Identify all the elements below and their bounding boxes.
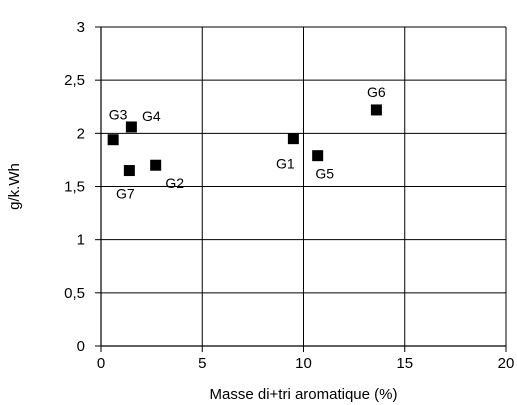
- y-tick-label: 3: [77, 19, 85, 36]
- x-tick-label: 0: [97, 355, 105, 372]
- data-point-g7: [123, 165, 135, 177]
- y-tick-label: 2: [77, 125, 85, 142]
- point-label-g6: G6: [367, 84, 386, 100]
- x-tick-label: 15: [396, 355, 413, 372]
- data-point-g5: [312, 150, 324, 162]
- y-tick-label: 1,5: [64, 179, 85, 196]
- point-label-g7: G7: [116, 186, 135, 202]
- y-tick-label: 1: [77, 232, 85, 249]
- point-labels: G1 G2 G3 G4 G5 G6 G7: [109, 84, 386, 202]
- point-label-g1: G1: [276, 156, 295, 172]
- point-label-g2: G2: [165, 175, 184, 191]
- point-label-g5: G5: [315, 166, 334, 182]
- x-tick-label: 20: [498, 355, 515, 372]
- point-label-g3: G3: [109, 107, 128, 123]
- point-label-g4: G4: [142, 108, 161, 124]
- data-points: [107, 104, 382, 177]
- data-point-g2: [150, 159, 162, 171]
- x-axis-title: Masse di+tri aromatique (%): [210, 386, 398, 403]
- data-point-g1: [287, 133, 299, 145]
- tick-labels: 0 0,5 1 1,5 2 2,5 3 0 5 10 15 20: [64, 19, 514, 372]
- x-tick-label: 5: [198, 355, 206, 372]
- axes: [95, 26, 507, 352]
- x-tick-label: 10: [295, 355, 312, 372]
- y-tick-label: 0: [77, 338, 85, 355]
- y-axis-title: g/k.Wh: [6, 163, 23, 210]
- y-tick-label: 0,5: [64, 285, 85, 302]
- grid: [101, 26, 507, 346]
- data-point-g3: [107, 134, 119, 146]
- data-point-g4: [125, 121, 137, 133]
- y-tick-label: 2,5: [64, 72, 85, 89]
- data-point-g6: [370, 104, 382, 116]
